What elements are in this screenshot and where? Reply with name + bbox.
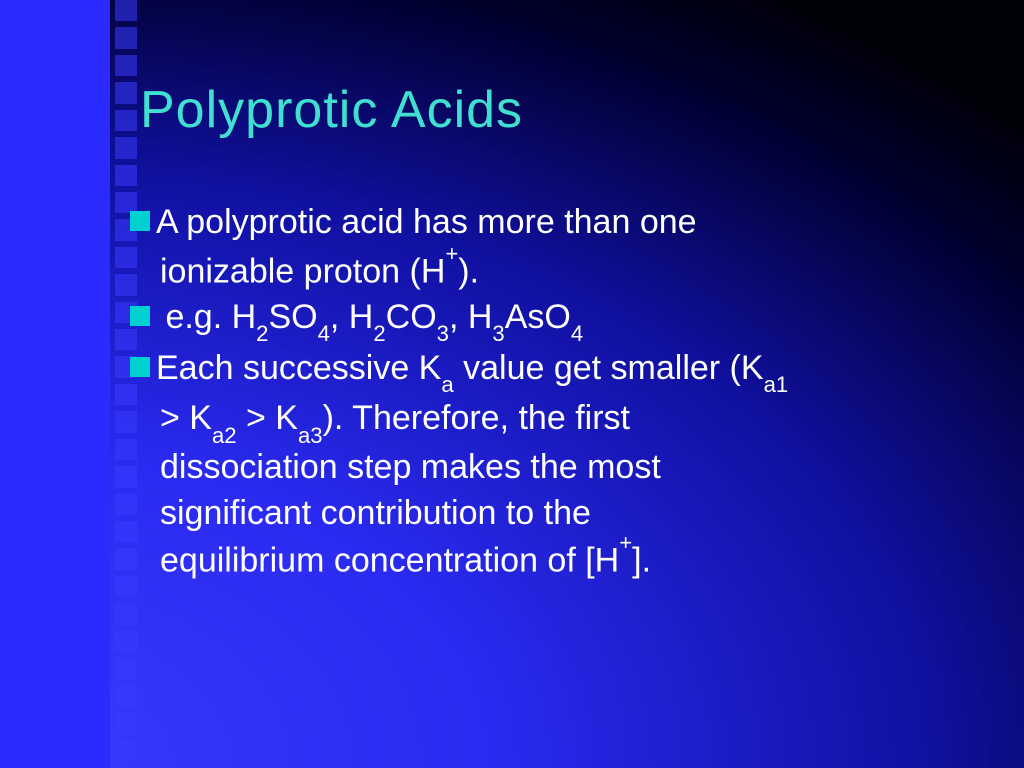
- subscript: 2: [373, 321, 385, 346]
- bullet-text: Each successive Ka value get smaller (Ka…: [156, 349, 788, 387]
- subscript: 4: [571, 321, 583, 346]
- square-bullet-icon: [130, 357, 150, 377]
- bullet-continuation: significant contribution to the: [130, 491, 960, 537]
- bullet-continuation: > Ka2 > Ka3). Therefore, the first: [130, 396, 960, 445]
- superscript: +: [619, 530, 632, 555]
- subscript: 3: [437, 321, 449, 346]
- slide-title: Polyprotic Acids: [140, 80, 523, 140]
- subscript: 4: [318, 321, 330, 346]
- formula-fragment: H: [232, 298, 257, 336]
- formula-fragment: CO: [386, 298, 437, 336]
- bullet-continuation: equilibrium concentration of [H+].: [130, 537, 960, 584]
- subscript: a3: [298, 423, 323, 448]
- subscript: a: [441, 372, 453, 397]
- bullet-text: A polyprotic acid has more than one: [156, 203, 697, 241]
- bullet-item: Each successive Ka value get smaller (Ka…: [130, 346, 960, 395]
- text-fragment: ionizable proton (H: [160, 252, 445, 290]
- slide-body: A polyprotic acid has more than one ioni…: [130, 200, 960, 584]
- text-fragment: ).: [458, 252, 479, 290]
- square-bullet-icon: [130, 306, 150, 326]
- formula-fragment: SO: [268, 298, 317, 336]
- formula-fragment: H: [468, 298, 493, 336]
- text-fragment: > K: [237, 399, 298, 437]
- square-bullet-icon: [130, 211, 150, 231]
- slide: Polyprotic Acids A polyprotic acid has m…: [0, 0, 1024, 768]
- text-fragment: ,: [330, 298, 349, 336]
- bullet-item: A polyprotic acid has more than one: [130, 200, 960, 246]
- superscript: +: [445, 241, 458, 266]
- text-fragment: ].: [632, 541, 651, 579]
- text-fragment: ,: [449, 298, 468, 336]
- bullet-text: e.g. H2SO4, H2CO3, H3AsO4: [156, 298, 583, 336]
- formula-fragment: H: [349, 298, 374, 336]
- subscript: a1: [764, 372, 789, 397]
- subscript: 3: [492, 321, 504, 346]
- bullet-continuation: ionizable proton (H+).: [130, 248, 960, 295]
- bullet-continuation: dissociation step makes the most: [130, 445, 960, 491]
- left-accent-stripe: [0, 0, 110, 768]
- text-fragment: Each successive K: [156, 349, 441, 387]
- text-fragment: > K: [160, 399, 212, 437]
- text-fragment: ). Therefore, the first: [323, 399, 630, 437]
- formula-fragment: AsO: [505, 298, 571, 336]
- text-fragment: e.g.: [156, 298, 232, 336]
- subscript: 2: [256, 321, 268, 346]
- text-fragment: value get smaller (K: [454, 349, 764, 387]
- text-fragment: equilibrium concentration of [H: [160, 541, 619, 579]
- subscript: a2: [212, 423, 237, 448]
- bullet-item: e.g. H2SO4, H2CO3, H3AsO4: [130, 295, 960, 344]
